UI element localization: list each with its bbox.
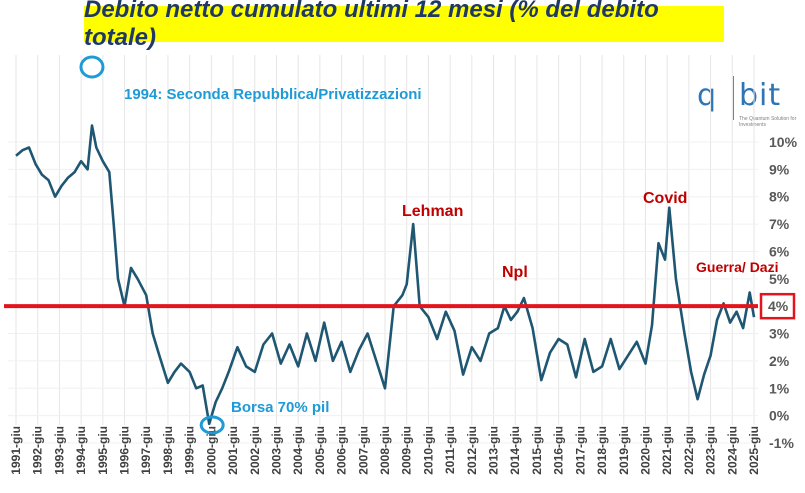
series-layer (15, 124, 756, 426)
x-tick-label: 2011-giu (443, 426, 457, 474)
x-tick-label: 1998-giu (161, 426, 175, 475)
chart-title: Debito netto cumulato ultimi 12 mesi (% … (84, 0, 659, 51)
x-tick-label: 2024-giu (725, 426, 739, 475)
x-tick-label: 1996-giu (118, 426, 132, 475)
x-tick-label: 2012-giu (465, 426, 479, 475)
x-tick-label: 2020-giu (638, 426, 652, 475)
x-tick-label: 2002-giu (248, 426, 262, 475)
x-tick-label: 2025-giu (747, 426, 761, 475)
x-tick-label: 2001-giu (226, 426, 240, 475)
x-tick-label: 2015-giu (530, 426, 544, 475)
qbit-logo: q bit The Quantum Solution for Investmen… (695, 72, 796, 132)
x-tick-label: 2022-giu (682, 426, 696, 475)
logo-divider (733, 76, 734, 120)
reference-label-box (759, 292, 796, 320)
x-tick-label: 1992-giu (31, 426, 45, 475)
y-tick-label: 3% (769, 326, 790, 342)
annotation-label: Covid (643, 190, 688, 207)
x-tick-label: 2018-giu (595, 426, 609, 475)
annotation-markers (79, 55, 225, 435)
x-tick-label: 1994-giu (74, 426, 88, 475)
y-axis-ticks: -1% 0% 1% 2% 3% 5% 6% 7% 8% 9% 10% (769, 134, 798, 451)
y-tick-label: 10% (769, 134, 798, 150)
reference-label: 4% (768, 298, 789, 314)
chart-title-box: Debito netto cumulato ultimi 12 mesi (% … (84, 0, 724, 51)
y-tick-label: -1% (769, 435, 794, 451)
x-tick-label: 2013-giu (487, 426, 501, 475)
x-tick-label: 2014-giu (508, 426, 522, 475)
x-tick-label: 1997-giu (139, 426, 153, 475)
logo-tagline: The Quantum Solution for Investments (739, 116, 797, 128)
gridlines (8, 55, 758, 444)
peak-1994-circle (79, 55, 105, 79)
x-tick-label: 2008-giu (378, 426, 392, 475)
y-tick-label: 5% (769, 271, 790, 287)
y-tick-label: 8% (769, 189, 790, 205)
x-tick-label: 2007-giu (356, 426, 370, 475)
x-tick-label: 2003-giu (269, 426, 283, 475)
y-tick-label: 2% (769, 353, 790, 369)
logo-q: q (697, 78, 717, 113)
x-tick-label: 1993-giu (52, 426, 66, 475)
x-tick-label: 2019-giu (617, 426, 631, 475)
x-tick-label: 2023-giu (704, 426, 718, 475)
x-tick-label: 2000-giu (204, 426, 218, 475)
x-tick-label: 2009-giu (400, 426, 414, 475)
annotation-label: Guerra/ Dazi (696, 259, 779, 275)
x-tick-label: 1995-giu (96, 426, 110, 475)
x-tick-label: 2017-giu (573, 426, 587, 475)
x-axis-ticks: 1991-giu 1992-giu 1993-giu 1994-giu 1995-giu… (9, 426, 761, 475)
logo-bit: bit (739, 78, 782, 113)
x-tick-label: 2004-giu (291, 426, 305, 475)
annotation-label: Borsa 70% pil (231, 399, 330, 416)
annotation-label: Npl (502, 264, 528, 281)
x-tick-label: 2016-giu (552, 426, 566, 475)
x-tick-label: 2010-giu (421, 426, 435, 475)
x-tick-label: 2021-giu (660, 426, 674, 475)
x-tick-label: 2006-giu (335, 426, 349, 475)
x-tick-label: 2005-giu (313, 426, 327, 475)
y-tick-label: 1% (769, 380, 790, 396)
y-tick-label: 0% (769, 408, 790, 424)
annotation-label: Lehman (402, 203, 464, 220)
trough-2000-circle (199, 415, 225, 435)
y-tick-label: 7% (769, 216, 790, 232)
annotation-label: 1994: Seconda Repubblica/Privatizzazioni (124, 86, 422, 103)
y-tick-label: 6% (769, 243, 790, 259)
reference-line-layer: 4% (4, 292, 796, 320)
x-tick-label: 1999-giu (183, 426, 197, 475)
y-tick-label: 9% (769, 161, 790, 177)
x-tick-label: 1991-giu (9, 426, 23, 475)
